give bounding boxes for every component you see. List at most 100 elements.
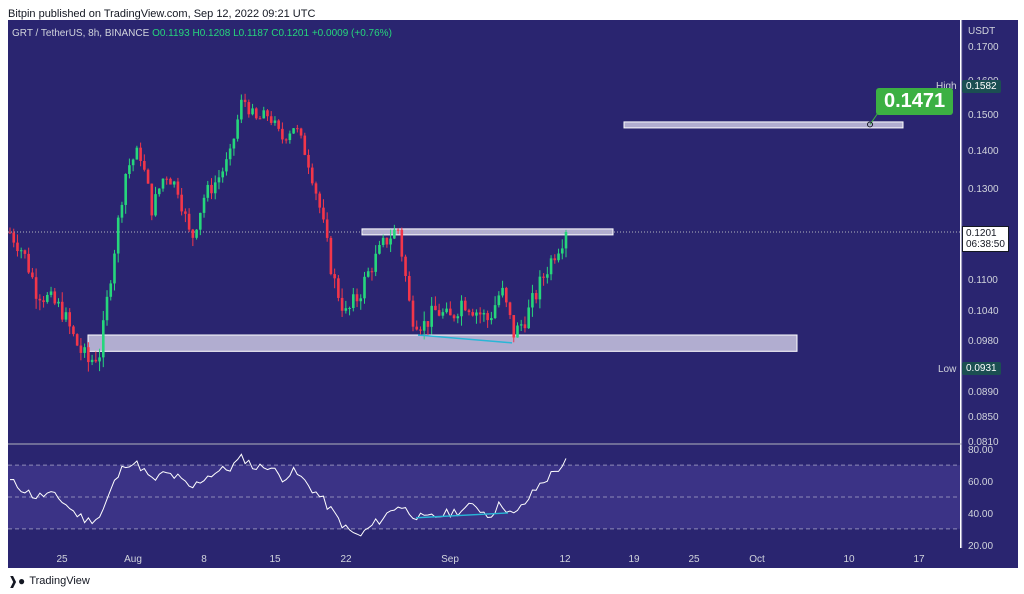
high-label: High [936, 81, 957, 92]
candle-84 [322, 199, 325, 223]
candle-41 [161, 178, 165, 192]
target-marker [867, 121, 873, 128]
candle-139 [527, 299, 530, 329]
candle-115 [437, 303, 441, 317]
candle-22 [90, 354, 94, 366]
candle-body-72 [277, 120, 280, 129]
candle-body-27 [109, 283, 113, 297]
candle-body-50 [195, 229, 198, 238]
candle-43 [169, 177, 172, 185]
candle-49 [191, 228, 195, 247]
candle-body-45 [176, 181, 180, 195]
candle-body-49 [191, 229, 195, 238]
candle-body-83 [318, 193, 322, 208]
candle-body-102 [389, 238, 392, 245]
candle-body-96 [366, 271, 370, 277]
candle-body-98 [374, 253, 377, 272]
candle-body-66 [254, 108, 258, 119]
candle-57 [221, 167, 224, 183]
candle-86 [329, 235, 333, 276]
low-price-tag: 0.0931 [962, 362, 1001, 375]
candle-body-36 [143, 160, 146, 170]
candle-body-124 [471, 312, 475, 316]
candle-body-91 [348, 307, 351, 309]
price-axis [962, 20, 1018, 548]
candle-104 [396, 228, 400, 235]
candle-body-127 [482, 313, 486, 315]
candle-149 [564, 229, 568, 258]
candle-124 [471, 308, 475, 317]
candle-37 [146, 168, 150, 184]
candle-66 [254, 107, 258, 120]
candle-body-131 [497, 295, 501, 306]
candle-99 [378, 240, 381, 255]
time-tick-3: 15 [269, 554, 281, 565]
candle-47 [184, 208, 187, 223]
candle-body-53 [206, 184, 210, 198]
time-tick-9: Oct [749, 554, 765, 565]
candle-body-92 [352, 294, 355, 308]
candle-body-100 [381, 237, 385, 245]
candle-body-122 [463, 300, 467, 311]
candle-53 [206, 180, 210, 202]
time-tick-5: Sep [441, 554, 459, 565]
candle-body-22 [90, 359, 94, 363]
candle-102 [389, 229, 392, 253]
candle-body-99 [378, 244, 381, 254]
time-axis [8, 548, 1018, 568]
tradingview-logo[interactable]: ❱● TradingView [8, 574, 90, 588]
candle-19 [79, 338, 83, 361]
candle-body-10 [46, 294, 49, 302]
candle-body-52 [202, 197, 206, 213]
candle-137 [519, 319, 523, 332]
candle-body-47 [184, 211, 187, 214]
candle-body-29 [116, 217, 120, 254]
candle-23 [94, 351, 98, 363]
candle-body-104 [396, 229, 400, 231]
candle-79 [303, 132, 307, 156]
candle-body-33 [131, 159, 135, 166]
candle-body-137 [519, 324, 523, 326]
candle-40 [157, 188, 161, 197]
candle-body-5 [27, 253, 30, 273]
target-callout: 0.1471 [876, 88, 954, 115]
candle-body-132 [501, 287, 504, 296]
candle-11 [49, 286, 53, 298]
candle-body-114 [434, 305, 437, 311]
tradingview-icon: ❱● [8, 574, 26, 588]
candle-114 [434, 296, 437, 311]
candle-body-59 [228, 148, 232, 160]
candle-body-97 [370, 271, 374, 273]
candle-body-111 [422, 321, 426, 331]
candle-112 [426, 321, 430, 336]
candle-body-8 [38, 298, 42, 301]
candle-144 [546, 266, 549, 284]
candle-body-120 [456, 316, 460, 319]
candle-body-35 [139, 147, 142, 161]
candle-36 [143, 154, 146, 172]
candle-91 [348, 306, 351, 316]
candle-12 [53, 288, 57, 306]
candle-117 [445, 302, 448, 314]
candle-body-48 [187, 213, 191, 230]
candle-body-142 [538, 276, 542, 300]
candle-body-70 [269, 116, 273, 123]
price-axis-unit: USDT [968, 26, 995, 37]
candle-body-94 [359, 298, 363, 302]
candle-body-116 [441, 312, 445, 316]
candle-92 [352, 287, 355, 312]
candle-143 [542, 273, 545, 286]
candle-body-146 [553, 258, 557, 261]
candle-body-28 [113, 253, 116, 284]
candle-116 [441, 308, 445, 319]
candle-129 [490, 311, 493, 325]
candle-62 [240, 94, 243, 124]
candle-body-32 [128, 165, 131, 174]
candle-45 [176, 177, 180, 199]
candle-110 [419, 326, 422, 336]
candle-body-3 [19, 250, 23, 252]
last-price-value: 0.1201 [966, 228, 997, 239]
candle-body-77 [296, 128, 299, 130]
candle-body-58 [225, 159, 228, 172]
